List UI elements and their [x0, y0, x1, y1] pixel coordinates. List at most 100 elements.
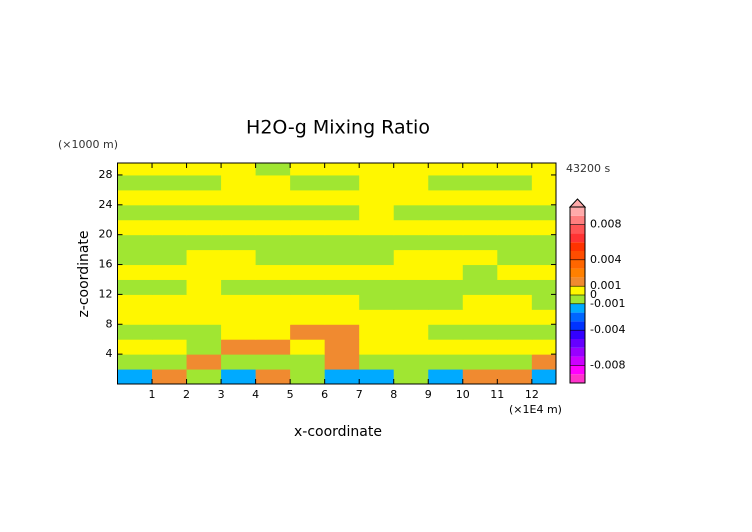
contour-cell	[324, 354, 360, 370]
contour-cell	[497, 339, 533, 355]
contour-cell	[428, 174, 464, 191]
contour-cell	[324, 264, 360, 280]
contour-cell	[117, 163, 153, 176]
contour-cell	[359, 163, 395, 176]
contour-cell	[393, 354, 429, 370]
contour-cell	[221, 324, 257, 340]
contour-cell	[359, 309, 395, 325]
contour-cell	[290, 339, 326, 355]
contour-cell	[531, 294, 556, 310]
contour-cell	[462, 234, 498, 251]
contour-cell	[531, 219, 556, 236]
contour-cell	[290, 294, 326, 310]
contour-cell	[255, 309, 291, 325]
contour-cell	[359, 264, 395, 280]
colorbar-band	[570, 365, 585, 375]
contour-cell	[324, 249, 360, 266]
contour-cell	[117, 354, 153, 370]
contour-cell	[186, 163, 222, 176]
contour-cell	[428, 279, 464, 295]
contour-cell	[359, 174, 395, 191]
contour-cell	[255, 339, 291, 355]
contour-cell	[531, 234, 556, 251]
x-axis-title: x-coordinate	[294, 424, 382, 440]
colorbar-tick-label: -0.004	[590, 323, 625, 336]
contour-cell	[221, 339, 257, 355]
contour-cell	[117, 189, 153, 206]
contour-cell	[221, 174, 257, 191]
contour-cell	[393, 294, 429, 310]
contour-cell	[290, 219, 326, 236]
colorbar-band	[570, 356, 585, 366]
contour-cell	[462, 204, 498, 221]
contour-cell	[428, 189, 464, 206]
contour-cell	[255, 369, 291, 384]
y-tick-label: 4	[106, 347, 113, 360]
y-tick-label: 12	[99, 287, 113, 300]
contour-cell	[152, 354, 188, 370]
contour-cell	[531, 204, 556, 221]
contour-cell	[428, 249, 464, 266]
contour-cell	[393, 204, 429, 221]
x-tick-label: 12	[525, 388, 539, 401]
contour-cell	[117, 294, 153, 310]
contour-cell	[255, 174, 291, 191]
contour-cell	[221, 309, 257, 325]
y-tick-label: 20	[99, 228, 113, 241]
contour-cell	[497, 219, 533, 236]
contour-cell	[497, 174, 533, 191]
contour-cell	[290, 249, 326, 266]
contour-cell	[324, 189, 360, 206]
contour-cell	[290, 234, 326, 251]
x-tick-label: 7	[356, 388, 363, 401]
contour-cell	[117, 339, 153, 355]
chart-title: H2O-g Mixing Ratio	[246, 117, 430, 139]
contour-cell	[117, 369, 153, 384]
contour-cell	[324, 219, 360, 236]
colorbar-tick-label: 0	[590, 288, 597, 301]
contour-cell	[497, 324, 533, 340]
contour-cell	[324, 174, 360, 191]
contour-cell	[152, 163, 188, 176]
contour-cell	[186, 219, 222, 236]
y-tick-label: 28	[99, 168, 113, 181]
contour-cell	[221, 249, 257, 266]
colorbar-extend	[568, 198, 587, 208]
contour-cell	[117, 264, 153, 280]
x-tick-label: 1	[149, 388, 156, 401]
colorbar-band	[570, 295, 585, 304]
contour-cell	[255, 279, 291, 295]
contour-cell	[497, 249, 533, 266]
contour-cell	[531, 249, 556, 266]
x-tick-label: 3	[218, 388, 225, 401]
contour-cell	[428, 339, 464, 355]
contour-cell	[255, 294, 291, 310]
contour-cell	[290, 369, 326, 384]
contour-cell	[531, 189, 556, 206]
contour-cell	[324, 339, 360, 355]
contour-cell	[393, 249, 429, 266]
contour-cell	[462, 163, 498, 176]
colorbar-band	[570, 330, 585, 339]
contour-cell	[221, 234, 257, 251]
contour-cell	[117, 234, 153, 251]
contour-cell	[186, 324, 222, 340]
contour-cell	[428, 324, 464, 340]
contour-cell	[428, 234, 464, 251]
contour-cell	[393, 189, 429, 206]
contour-cell	[324, 294, 360, 310]
contour-cell	[255, 189, 291, 206]
contour-cell	[359, 249, 395, 266]
contour-cell	[531, 279, 556, 295]
contour-cell	[152, 189, 188, 206]
contour-cell	[324, 279, 360, 295]
contour-cell	[221, 369, 257, 384]
contour-cell	[290, 204, 326, 221]
x-tick-label: 10	[456, 388, 470, 401]
contour-cell	[462, 369, 498, 384]
colorbar-band	[570, 312, 585, 322]
contour-cell	[117, 279, 153, 295]
contour-cell	[359, 339, 395, 355]
contour-cell	[186, 339, 222, 355]
